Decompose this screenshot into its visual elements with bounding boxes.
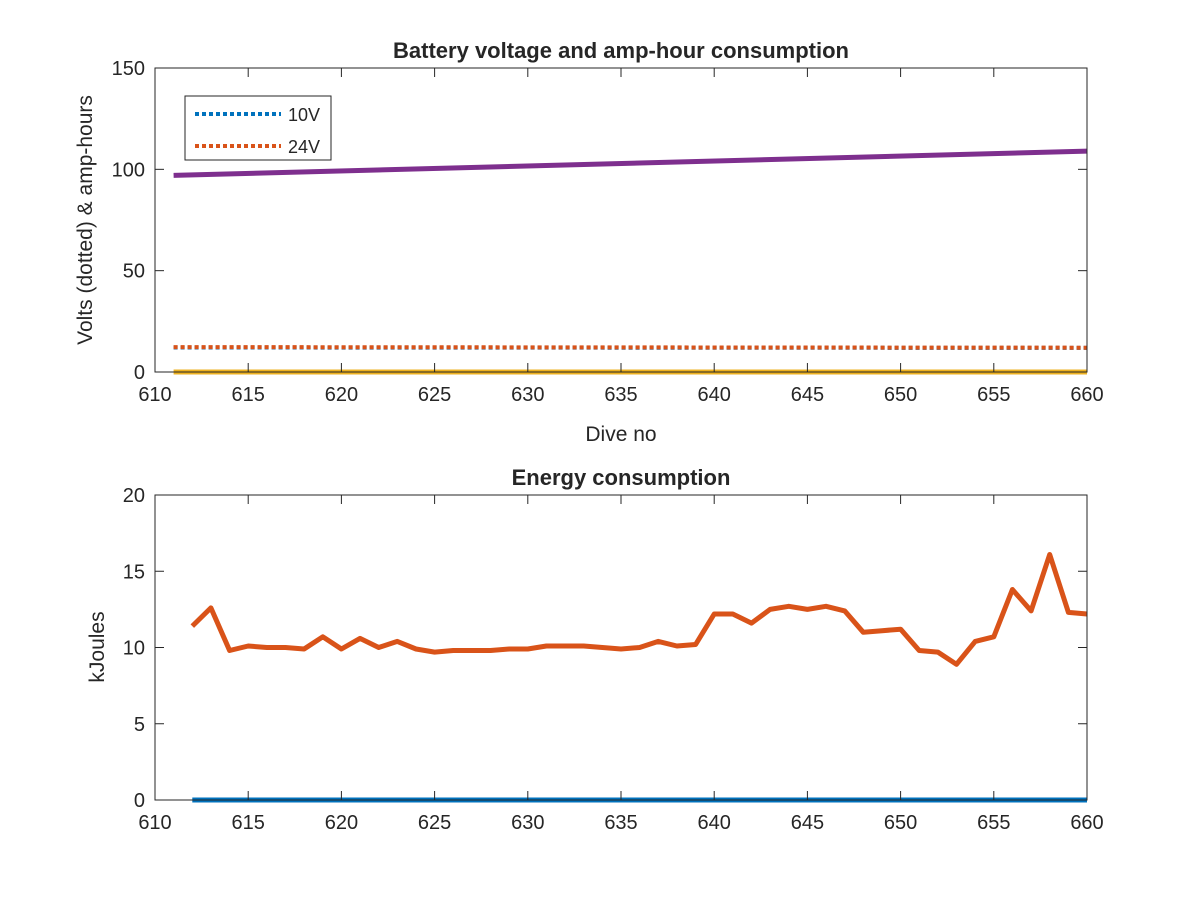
battery-x-tick-label: 660 (1070, 384, 1103, 406)
energy-chart: 610 615 620 625 630 635 640 645 650 655 660 0 5 10 15 2… (86, 465, 1104, 834)
energy-x-tick-label: 640 (698, 812, 731, 834)
energy-chart-title: Energy consumption (512, 465, 731, 490)
legend-label-24v: 24V (288, 137, 320, 157)
energy-y-tick-label: 20 (123, 485, 145, 507)
battery-x-tick-label: 645 (791, 384, 824, 406)
energy-y-tick-label: 5 (134, 714, 145, 736)
energy-x-tick-label: 615 (232, 812, 265, 834)
battery-y-tick-label: 100 (112, 159, 145, 181)
battery-x-tick-label: 635 (604, 384, 637, 406)
battery-x-tick-label: 650 (884, 384, 917, 406)
battery-x-tick-label: 615 (232, 384, 265, 406)
battery-x-tick-label: 630 (511, 384, 544, 406)
energy-x-tick-label: 635 (604, 812, 637, 834)
energy-x-tick-label: 655 (977, 812, 1010, 834)
battery-y-axis-label: Volts (dotted) & amp-hours (74, 95, 97, 345)
energy-y-tick-label: 10 (123, 638, 145, 660)
battery-chart: 610 615 620 625 630 635 640 645 650 655 660 0 50 100 1… (74, 38, 1104, 446)
legend-label-10v: 10V (288, 105, 320, 125)
battery-y-tick-label: 0 (134, 362, 145, 384)
energy-y-tick-label: 0 (134, 790, 145, 812)
energy-x-tick-label: 660 (1070, 812, 1103, 834)
energy-x-tick-label: 625 (418, 812, 451, 834)
battery-x-axis-label: Dive no (585, 423, 656, 446)
energy-y-tick-label: 15 (123, 561, 145, 583)
energy-x-tick-label: 630 (511, 812, 544, 834)
energy-x-tick-label: 610 (138, 812, 171, 834)
battery-x-tick-label: 655 (977, 384, 1010, 406)
battery-x-tick-label: 640 (698, 384, 731, 406)
battery-chart-title: Battery voltage and amp-hour consumption (393, 38, 849, 63)
battery-legend: 10V 24V (185, 96, 331, 160)
energy-y-axis-label: kJoules (86, 611, 109, 682)
energy-x-tick-label: 645 (791, 812, 824, 834)
battery-x-tick-label: 610 (138, 384, 171, 406)
battery-x-tick-label: 625 (418, 384, 451, 406)
battery-y-tick-label: 50 (123, 261, 145, 283)
energy-x-tick-label: 650 (884, 812, 917, 834)
energy-x-tick-label: 620 (325, 812, 358, 834)
battery-x-tick-label: 620 (325, 384, 358, 406)
battery-y-tick-label: 150 (112, 58, 145, 80)
